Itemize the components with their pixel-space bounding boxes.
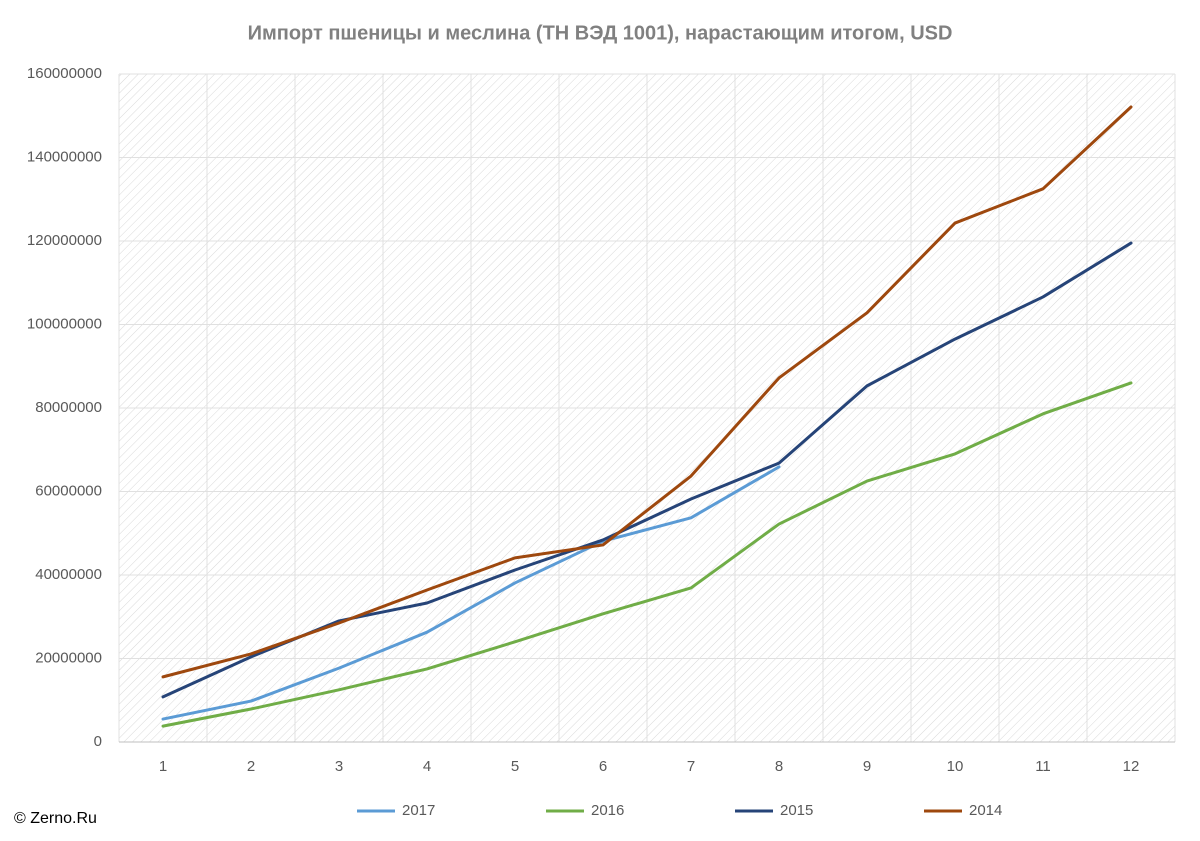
- x-tick-label: 11: [1035, 758, 1051, 775]
- y-tick-label: 20000000: [35, 649, 102, 666]
- x-tick-label: 6: [599, 758, 607, 775]
- x-tick-label: 12: [1123, 758, 1140, 775]
- y-tick-label: 140000000: [27, 148, 102, 165]
- y-tick-label: 100000000: [27, 315, 102, 332]
- x-tick-label: 2: [247, 758, 255, 775]
- chart-title: Импорт пшеницы и меслина (ТН ВЭД 1001), …: [248, 22, 953, 44]
- series-line: [161, 381, 1133, 728]
- y-tick-label: 80000000: [35, 399, 102, 416]
- y-tick-label: 160000000: [27, 65, 102, 82]
- x-tick-label: 9: [863, 758, 871, 775]
- x-tick-label: 1: [159, 758, 167, 775]
- x-tick-label: 4: [423, 758, 431, 775]
- series-line: [161, 105, 1133, 679]
- legend-label: 2017: [402, 802, 435, 819]
- credit: © Zerno.Ru: [14, 810, 97, 827]
- y-tick-label: 0: [94, 733, 102, 750]
- y-tick-label: 40000000: [35, 566, 102, 583]
- x-tick-label: 5: [511, 758, 519, 775]
- x-tick-label: 3: [335, 758, 343, 775]
- legend-label: 2014: [969, 802, 1002, 819]
- legend-label: 2015: [780, 802, 813, 819]
- y-tick-label: 120000000: [27, 232, 102, 249]
- x-tick-label: 7: [687, 758, 695, 775]
- series-line: [161, 465, 781, 721]
- legend-label: 2016: [591, 802, 624, 819]
- x-tick-label: 8: [775, 758, 783, 775]
- x-tick-label: 10: [947, 758, 964, 775]
- y-tick-label: 60000000: [35, 482, 102, 499]
